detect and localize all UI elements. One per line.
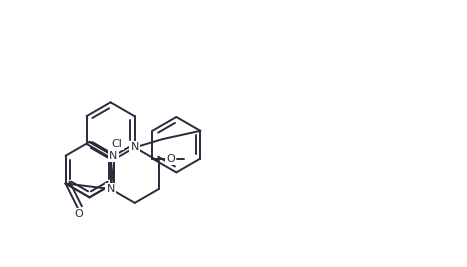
Text: O: O — [75, 209, 83, 219]
Text: N: N — [131, 143, 139, 152]
Text: N: N — [109, 151, 118, 161]
Text: N: N — [106, 184, 115, 194]
Text: O: O — [167, 154, 175, 163]
Text: Cl: Cl — [112, 139, 123, 149]
